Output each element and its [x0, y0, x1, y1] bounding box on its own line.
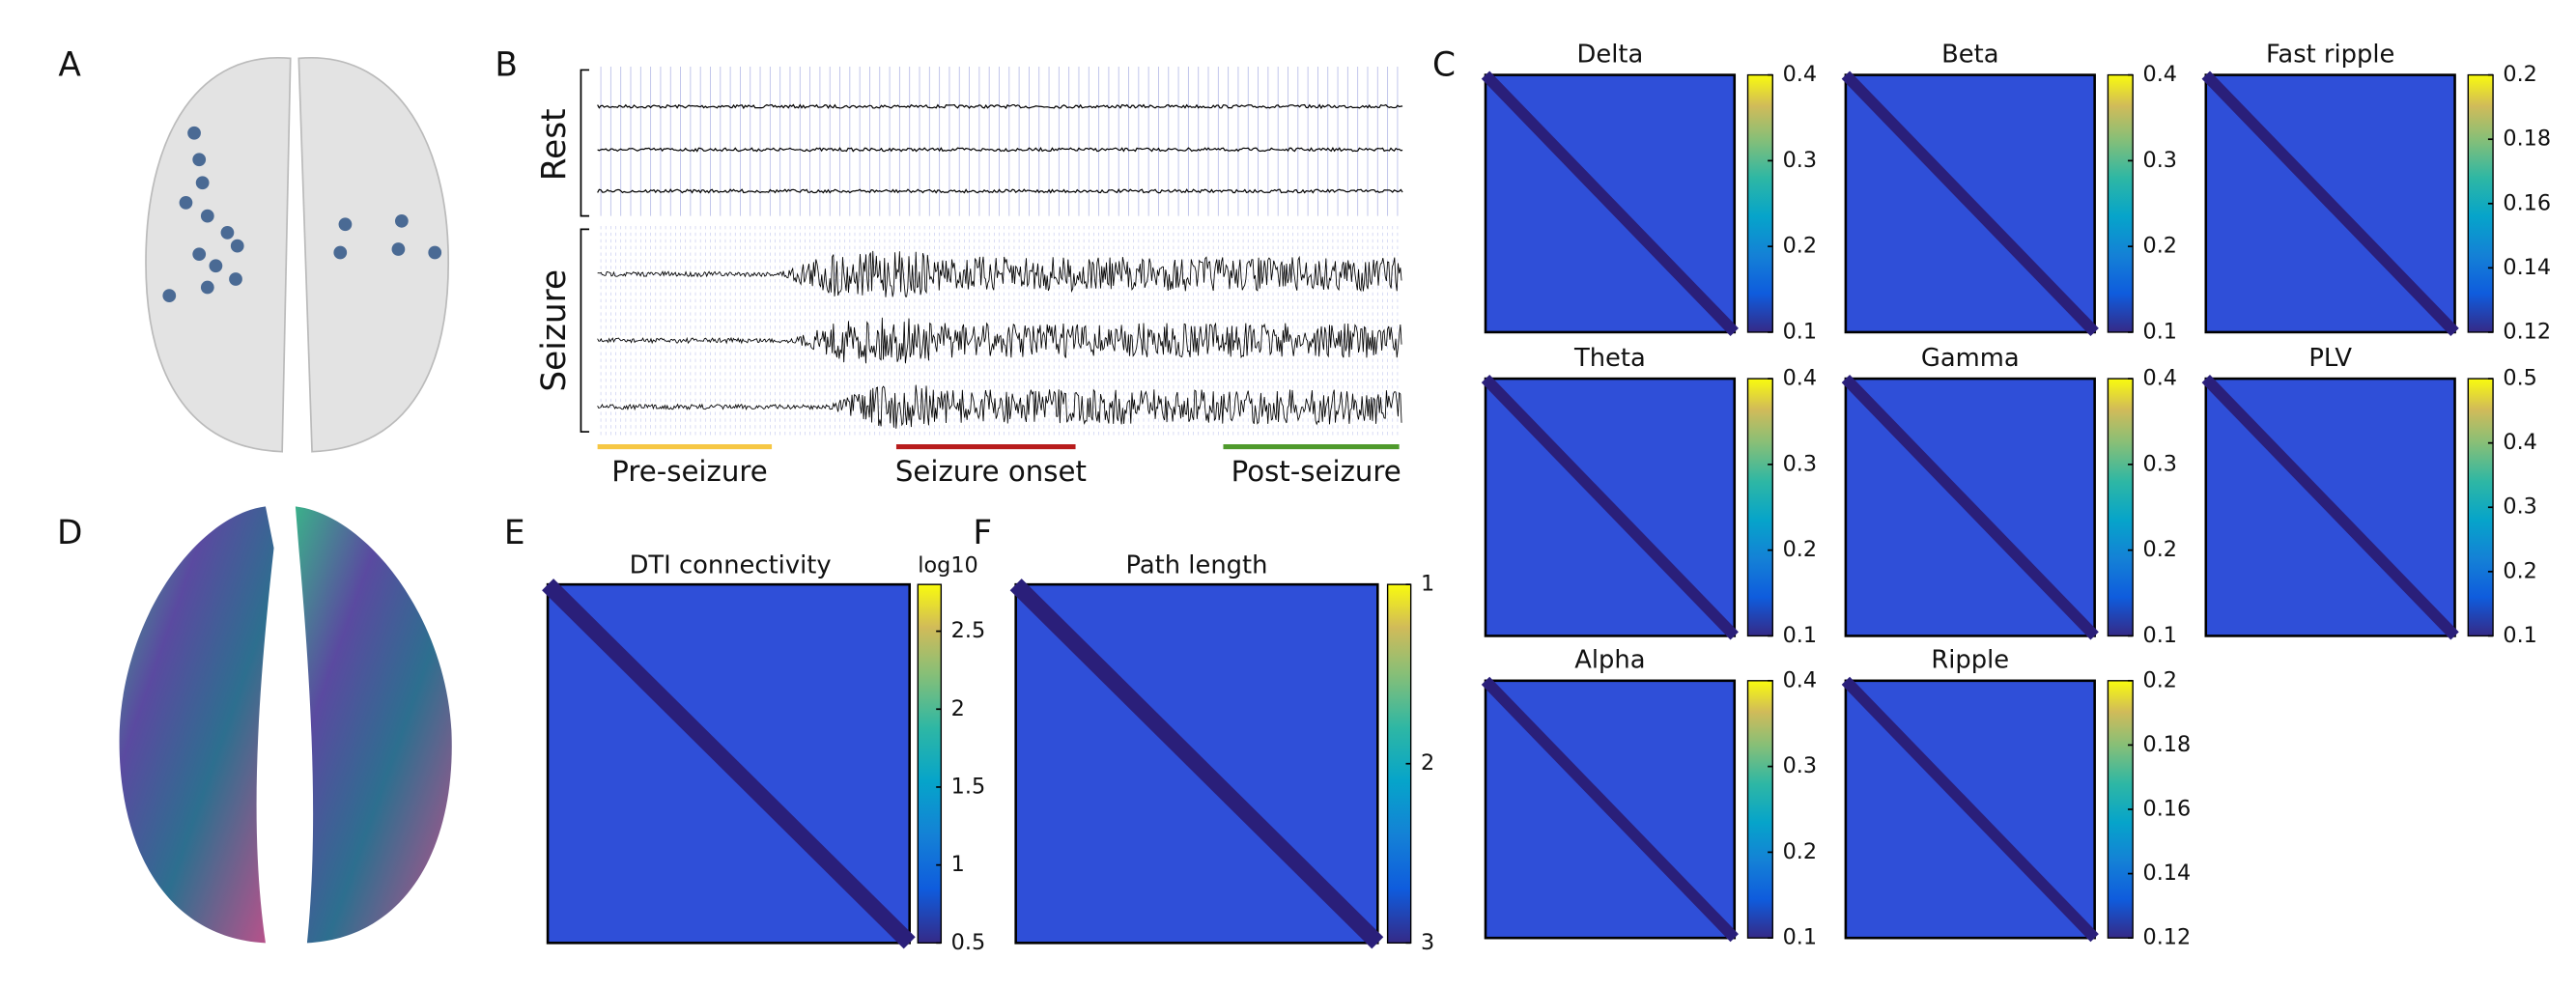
colorbar-tick-label: 0.1	[2142, 623, 2177, 648]
colorbar-tick-label: 0.12	[2503, 319, 2551, 344]
colorbar-tick-label: 0.1	[1783, 623, 1818, 648]
colorbar-tick-label: 0.2	[2503, 558, 2537, 583]
colorbar-tick-label: 0.1	[2503, 623, 2537, 648]
heatmap-diagonal	[542, 579, 916, 949]
colorbar-tick-label: 0.2	[2142, 667, 2177, 692]
heatmap-diagonal	[1481, 374, 1739, 640]
heatmap-diagonal	[1481, 71, 1739, 337]
eeg-frame	[580, 69, 590, 433]
heatmap-title: Gamma	[1921, 344, 2020, 373]
colorbar-tick-label: 0.2	[2142, 234, 2177, 259]
colorbar-tick-label: 0.16	[2503, 190, 2551, 215]
colorbar-tick-label: 0.4	[2142, 62, 2177, 87]
heatmap-title: Fast ripple	[2266, 40, 2394, 69]
colorbar	[917, 583, 943, 945]
heatmap-title: Alpha	[1574, 646, 1645, 675]
panel-label: A	[58, 46, 81, 85]
colorbar-tick-label: 0.4	[1783, 366, 1818, 391]
colorbar-tick-label: 0.1	[1783, 925, 1818, 950]
eeg-trace	[597, 317, 1402, 364]
heatmap-diagonal	[2201, 374, 2459, 640]
heatmap-title: Delta	[1577, 40, 1644, 69]
heatmap-title: Ripple	[1931, 646, 2009, 675]
colorbar-tick-label: 0.3	[1783, 451, 1818, 476]
panel-label: E	[504, 514, 525, 552]
phase-label: Post-seizure	[1231, 455, 1401, 488]
colorbar-tick-label: 2	[1421, 750, 1434, 776]
phase-label: Pre-seizure	[611, 455, 767, 488]
colorbar-tick-label: 0.18	[2142, 732, 2191, 757]
colorbar	[2107, 73, 2134, 333]
heatmap-title: Beta	[1941, 40, 1998, 69]
colorbar-tick-label: 0.14	[2503, 255, 2551, 280]
heatmap-title: DTI connectivity	[630, 551, 832, 580]
colorbar-tick-label: 0.4	[1783, 62, 1818, 87]
colorbar-tick-label: 0.2	[2503, 62, 2537, 87]
colorbar-tick-label: 0.1	[1783, 319, 1818, 344]
colorbar-tick-label: 1	[1421, 572, 1434, 597]
dti-tracts	[119, 506, 452, 944]
colorbar-tick-label: 0.4	[2142, 366, 2177, 391]
colorbar-tick-label: 0.2	[1783, 537, 1818, 562]
panel-label: B	[495, 46, 518, 85]
brain-glass	[145, 56, 449, 453]
colorbar-tick-label: 0.2	[2142, 537, 2177, 562]
panel-label: D	[57, 514, 82, 552]
heatmap-diagonal	[1841, 71, 2099, 337]
colorbar	[2107, 378, 2134, 637]
panel-label: C	[1432, 46, 1456, 85]
colorbar-tick-label: 0.16	[2142, 797, 2191, 822]
colorbar-tick-label: 0.3	[2142, 148, 2177, 173]
heatmap-title: Path length	[1126, 551, 1268, 580]
eeg-trace	[597, 103, 1403, 110]
rest-label: Rest	[535, 108, 574, 181]
colorbar-tick-label: 1	[951, 852, 965, 877]
colorbar-tick-label: 2	[951, 696, 965, 721]
colorbar-tick-label: 3	[1421, 930, 1434, 955]
colorbar-tick-label: 0.5	[951, 930, 986, 955]
colorbar-unit: log10	[918, 553, 977, 579]
colorbar-tick-label: 0.4	[2503, 430, 2537, 455]
heatmap-diagonal	[1841, 374, 2099, 640]
heatmap-diagonal	[1009, 579, 1384, 949]
colorbar-tick-label: 0.3	[1783, 753, 1818, 778]
colorbar-tick-label: 0.2	[1783, 839, 1818, 864]
colorbar-tick-label: 0.4	[1783, 667, 1818, 692]
eeg-trace	[597, 188, 1403, 194]
colorbar-tick-label: 0.12	[2142, 925, 2191, 950]
eeg-trace	[597, 146, 1403, 153]
colorbar-tick-label: 0.3	[2503, 494, 2537, 520]
colorbar-tick-label: 2.5	[951, 618, 986, 643]
colorbar	[1746, 378, 1773, 637]
seizure-label: Seizure	[535, 269, 574, 392]
heatmap-diagonal	[2201, 71, 2459, 337]
eeg-traces	[597, 67, 1403, 436]
heatmap-diagonal	[1481, 676, 1739, 943]
colorbar	[1746, 680, 1773, 939]
colorbar-tick-label: 0.18	[2503, 127, 2551, 152]
phase-label: Seizure onset	[895, 455, 1087, 488]
colorbar-tick-label: 0.14	[2142, 861, 2191, 886]
panel-label: F	[973, 514, 992, 552]
heatmap-title: PLV	[2308, 344, 2352, 373]
colorbar-tick-label: 1.5	[951, 774, 986, 799]
eeg-trace	[597, 384, 1402, 429]
colorbar-tick-label: 0.2	[1783, 234, 1818, 259]
colorbar-tick-label: 0.5	[2503, 366, 2537, 391]
colorbar-tick-label: 0.3	[1783, 148, 1818, 173]
heatmap-title: Theta	[1573, 344, 1646, 373]
colorbar-tick-label: 0.3	[2142, 451, 2177, 476]
colorbar-tick-label: 0.1	[2142, 319, 2177, 344]
eeg-trace	[597, 250, 1402, 297]
colorbar	[1746, 73, 1773, 333]
heatmap-diagonal	[1841, 676, 2099, 943]
